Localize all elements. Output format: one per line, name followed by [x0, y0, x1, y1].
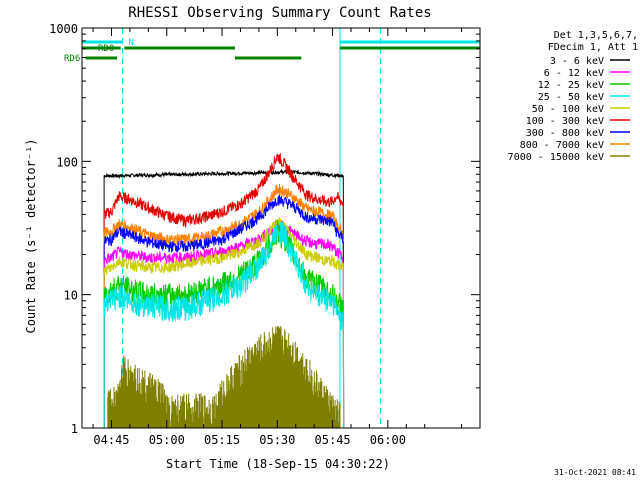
flag-label: N	[129, 38, 134, 48]
x-tick-label: 04:45	[93, 433, 129, 447]
series-line	[103, 184, 345, 429]
x-tick-label: 06:00	[370, 433, 406, 447]
y-tick-label: 100	[56, 155, 78, 169]
y-tick-label: 1	[71, 422, 78, 436]
flag-label: RD0	[98, 44, 114, 54]
legend-label: 25 - 50 keV	[538, 92, 604, 103]
series-line	[103, 217, 345, 429]
plot-frame	[81, 27, 481, 429]
x-tick-label: 05:15	[204, 433, 240, 447]
series-line	[103, 152, 345, 429]
legend-header: FDecim 1, Att 1	[548, 42, 638, 53]
series-line	[107, 326, 341, 428]
legend-label: 50 - 100 keV	[532, 104, 604, 115]
x-axis-label: Start Time (18-Sep-15 04:30:22)	[166, 457, 390, 471]
legend-label: 7000 - 15000 keV	[508, 152, 604, 163]
legend-label: 3 - 6 keV	[550, 56, 604, 67]
y-axis-label: Count Rate (s⁻¹ detector⁻¹)	[24, 138, 38, 333]
legend-label: 12 - 25 keV	[538, 80, 604, 91]
legend-header: Det 1,3,5,6,7,	[554, 30, 638, 41]
series-line	[103, 220, 345, 429]
x-tick-label: 05:45	[315, 433, 351, 447]
y-tick-label: 1000	[49, 22, 78, 36]
series-line	[103, 220, 345, 429]
legend-label: 6 - 12 keV	[544, 68, 604, 79]
legend-label: 300 - 800 keV	[526, 128, 604, 139]
footer-timestamp: 31-Oct-2021 08:41	[554, 468, 636, 477]
x-tick-label: 05:00	[149, 433, 185, 447]
x-tick-label: 05:30	[259, 433, 295, 447]
series-line	[103, 168, 345, 429]
legend-label: 100 - 300 keV	[526, 116, 604, 127]
y-tick-label: 10	[64, 289, 78, 303]
series-line	[103, 194, 345, 429]
legend-label: 800 - 7000 keV	[520, 140, 604, 151]
flag-label: RD6	[64, 54, 80, 64]
chart-title: RHESSI Observing Summary Count Rates	[128, 5, 431, 21]
